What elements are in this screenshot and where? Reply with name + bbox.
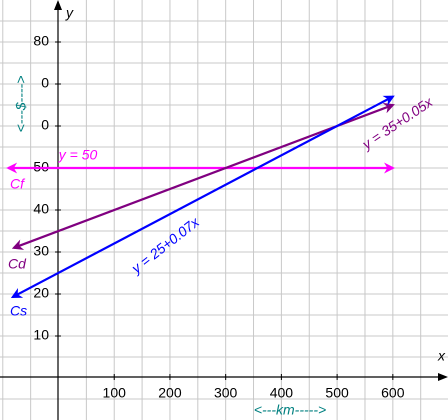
y-tick-label: 20 bbox=[33, 285, 49, 301]
equation-label: y = 25+0.07x bbox=[128, 213, 203, 277]
x-tick-label: 200 bbox=[158, 385, 182, 401]
y-tick-label: 0 bbox=[41, 117, 49, 133]
x-tick-label: 600 bbox=[381, 385, 405, 401]
x-axis-arrow bbox=[438, 373, 448, 381]
y-tick-label: 80 bbox=[33, 33, 49, 49]
equation-label: y = 35+0.05x bbox=[358, 93, 436, 153]
series-name: Cs bbox=[10, 303, 27, 319]
y-tick-label: 50 bbox=[33, 159, 49, 175]
y-axis-arrow bbox=[54, 0, 62, 10]
y-tick-label: 40 bbox=[33, 201, 49, 217]
x-axis-label: x bbox=[437, 348, 446, 364]
y-tick-label: 0 bbox=[41, 75, 49, 91]
y-tick-label: 30 bbox=[33, 243, 49, 259]
equation-label: y = 50 bbox=[58, 147, 98, 163]
y-tick-label: 10 bbox=[33, 327, 49, 343]
series-line bbox=[10, 95, 395, 298]
x-unit-label: <---km-----> bbox=[254, 402, 326, 418]
x-tick-label: 100 bbox=[103, 385, 127, 401]
y-unit-label: <---$----> bbox=[13, 76, 29, 133]
x-tick-label: 500 bbox=[325, 385, 349, 401]
x-tick-label: 300 bbox=[214, 385, 238, 401]
series-name: Cd bbox=[8, 256, 27, 272]
x-tick-label: 400 bbox=[270, 385, 294, 401]
y-axis-label: y bbox=[65, 5, 74, 21]
series-name: Cf bbox=[10, 176, 26, 192]
